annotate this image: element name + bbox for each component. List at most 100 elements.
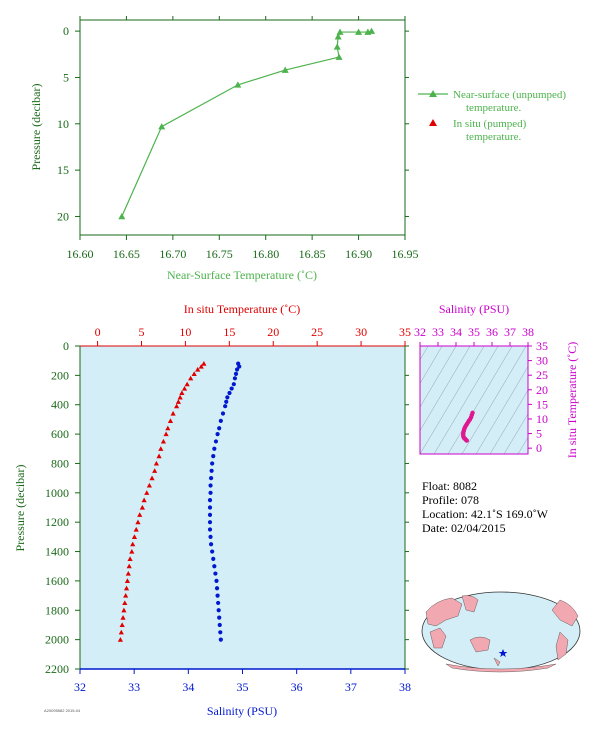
near-surface-y-axis-title: Pressure (decibar): [29, 84, 43, 171]
density-contour: [447, 346, 513, 454]
float-id: Float: 8082: [422, 479, 477, 493]
data-point: [355, 28, 363, 35]
pressure-tick-labels: 0 200 400 600 800 1000 1200 1400 1600 1800 2000 220…: [45, 339, 69, 676]
pressure-tick-label: 2200: [45, 662, 69, 676]
temperature-tick-label: 10: [179, 325, 191, 339]
temperature-point: [177, 394, 183, 400]
near-surface-series-line: [121, 30, 372, 217]
temperature-point: [131, 534, 138, 539]
ts-salinity-tick-label: 35: [468, 325, 480, 339]
pressure-tick-label: 800: [51, 456, 69, 470]
salinity-point: [208, 534, 213, 539]
salinity-point: [207, 512, 213, 517]
temperature-point: [184, 381, 190, 387]
temperature-point: [195, 366, 201, 372]
float-location-star-icon: [498, 649, 508, 657]
pressure-tick-label: 0: [63, 339, 69, 353]
temperature-point: [158, 446, 164, 451]
pressure-tick-label: 1800: [45, 603, 69, 617]
salinity-point: [215, 593, 220, 598]
temperature-series: [117, 361, 207, 642]
legend-triangle-red-icon: [429, 119, 437, 126]
salinity-point: [220, 411, 226, 416]
temperature-point: [170, 410, 176, 416]
pressure-tick-label: 2000: [45, 633, 69, 647]
profile-ticks: [75, 341, 409, 674]
salinity-point: [216, 608, 221, 613]
salinity-point: [208, 542, 214, 547]
ts-temperature-tick-label: 25: [536, 368, 548, 382]
footer-code: A20095582 2015-04: [44, 708, 81, 713]
ts-salinity-tick-label: 32: [414, 325, 426, 339]
salinity-point: [218, 418, 223, 423]
ts-temperature-tick-label: 15: [536, 397, 548, 411]
data-point: [281, 66, 289, 73]
salinity-point: [227, 390, 232, 396]
temperature-tick-label: 35: [399, 325, 411, 339]
temperature-point: [125, 570, 131, 576]
near-surface-y-tick-labels: 0 5 10 15 20: [57, 24, 69, 223]
salinity-point: [229, 386, 234, 391]
temperature-point: [160, 438, 167, 444]
salinity-point: [208, 490, 213, 495]
ts-salinity-tick-label: 34: [450, 325, 462, 339]
location: Location: 42.1˚S 169.0˚W: [422, 507, 549, 521]
salinity-point: [232, 376, 238, 381]
temperature-point: [119, 622, 125, 628]
pressure-tick-label: 1000: [45, 486, 69, 500]
salinity-point: [217, 615, 222, 620]
temperature-point: [117, 637, 124, 642]
profile-y-axis-title: Pressure (decibar): [13, 465, 27, 552]
temperature-tick-label: 15: [223, 325, 235, 339]
x-tick-label: 16.60: [67, 247, 94, 261]
density-contour: [420, 346, 429, 361]
y-tick-label: 20: [57, 209, 69, 223]
temperature-point: [120, 615, 126, 620]
data-point: [335, 53, 343, 60]
salinity-point: [207, 505, 213, 510]
salinity-point: [210, 549, 215, 554]
salinity-tick-label: 36: [291, 680, 303, 694]
temperature-point: [146, 482, 152, 488]
profile-chart: 0 5 10 15 20 25 30 35 32 33 34 35 36 37 38 0 200 400 600…: [13, 302, 411, 718]
temperature-point: [144, 490, 150, 495]
temperature-point: [174, 403, 180, 409]
temperature-tick-labels: 0 5 10 15 20 25 30 35: [95, 325, 411, 339]
near-surface-plot-frame: [79, 19, 406, 236]
temperature-point: [129, 548, 135, 554]
salinity-tick-label: 37: [345, 680, 357, 694]
pressure-tick-label: 1200: [45, 515, 69, 529]
ts-salinity-tick-label: 33: [432, 325, 444, 339]
ts-ticks: [419, 342, 532, 449]
near-surface-ticks: [75, 16, 409, 240]
data-point: [158, 123, 166, 130]
temperature-point: [130, 541, 136, 547]
salinity-tick-labels: 32 33 34 35 36 37 38: [74, 680, 411, 694]
ts-temperature-tick-label: 10: [536, 412, 548, 426]
salinity-point: [209, 468, 214, 473]
temperature-tick-label: 20: [267, 325, 279, 339]
temperature-point: [135, 519, 141, 525]
near-surface-x-axis-title: Near-Surface Temperature (˚C): [167, 268, 317, 282]
salinity-point: [208, 483, 213, 488]
salinity-point: [213, 571, 218, 576]
salinity-point: [211, 556, 216, 561]
salinity-point: [233, 371, 239, 376]
pressure-tick-label: 400: [51, 398, 69, 412]
temperature-point: [139, 504, 145, 510]
temperature-point: [123, 585, 130, 591]
ts-temperature-tick-label: 0: [536, 441, 542, 455]
salinity-point: [212, 446, 217, 451]
temperature-point: [179, 390, 185, 396]
salinity-point: [211, 454, 216, 459]
salinity-tick-label: 38: [399, 680, 411, 694]
temperature-point: [201, 361, 207, 366]
y-tick-label: 5: [63, 70, 69, 84]
temperature-point: [153, 460, 160, 466]
salinity-point: [207, 520, 213, 525]
data-point: [234, 81, 242, 88]
temperature-point: [188, 375, 194, 381]
data-point: [334, 33, 342, 40]
near-surface-legend: Near-surface (unpumped) temperature. In …: [418, 89, 566, 143]
salinity-tick-label: 33: [128, 680, 140, 694]
